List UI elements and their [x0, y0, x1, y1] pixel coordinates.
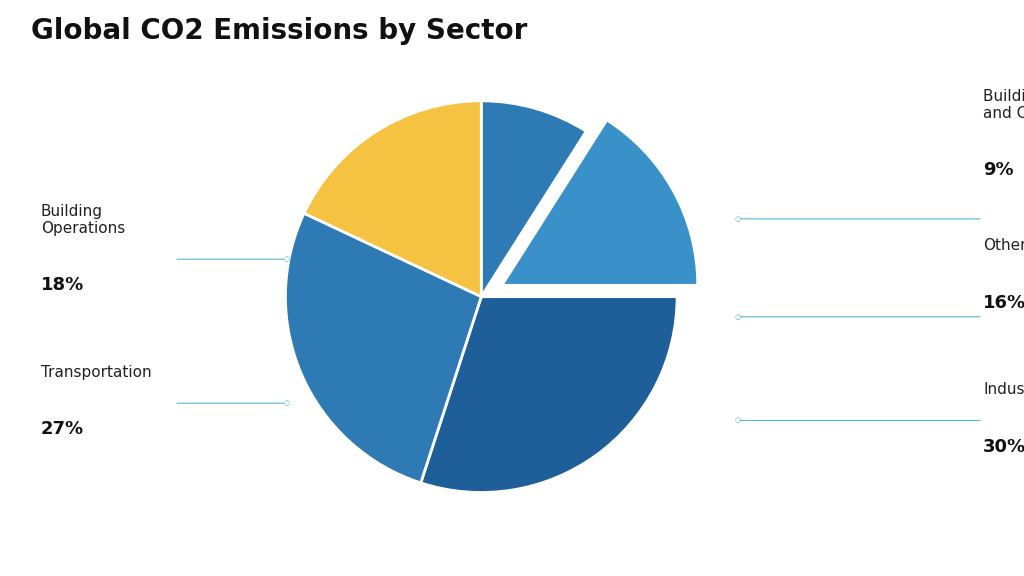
Text: ○: ○ [284, 256, 290, 262]
Text: 18%: 18% [41, 276, 84, 294]
Text: ○: ○ [734, 216, 740, 222]
Text: ○: ○ [734, 314, 740, 320]
Wedge shape [421, 297, 677, 492]
Text: 9%: 9% [983, 161, 1014, 179]
Text: Industry: Industry [983, 382, 1024, 397]
Text: Building
Operations: Building Operations [41, 204, 125, 236]
Text: 30%: 30% [983, 438, 1024, 456]
Wedge shape [502, 120, 697, 285]
Text: ○: ○ [734, 418, 740, 423]
Text: Global CO2 Emissions by Sector: Global CO2 Emissions by Sector [31, 17, 527, 46]
Wedge shape [481, 101, 586, 297]
Wedge shape [286, 213, 481, 483]
Text: 27%: 27% [41, 420, 84, 438]
Text: Transportation: Transportation [41, 365, 152, 380]
Text: ○: ○ [284, 400, 290, 406]
Text: Others: Others [983, 238, 1024, 253]
Wedge shape [304, 101, 481, 297]
Text: Building Materials
and Construction: Building Materials and Construction [983, 89, 1024, 121]
Text: 16%: 16% [983, 294, 1024, 312]
